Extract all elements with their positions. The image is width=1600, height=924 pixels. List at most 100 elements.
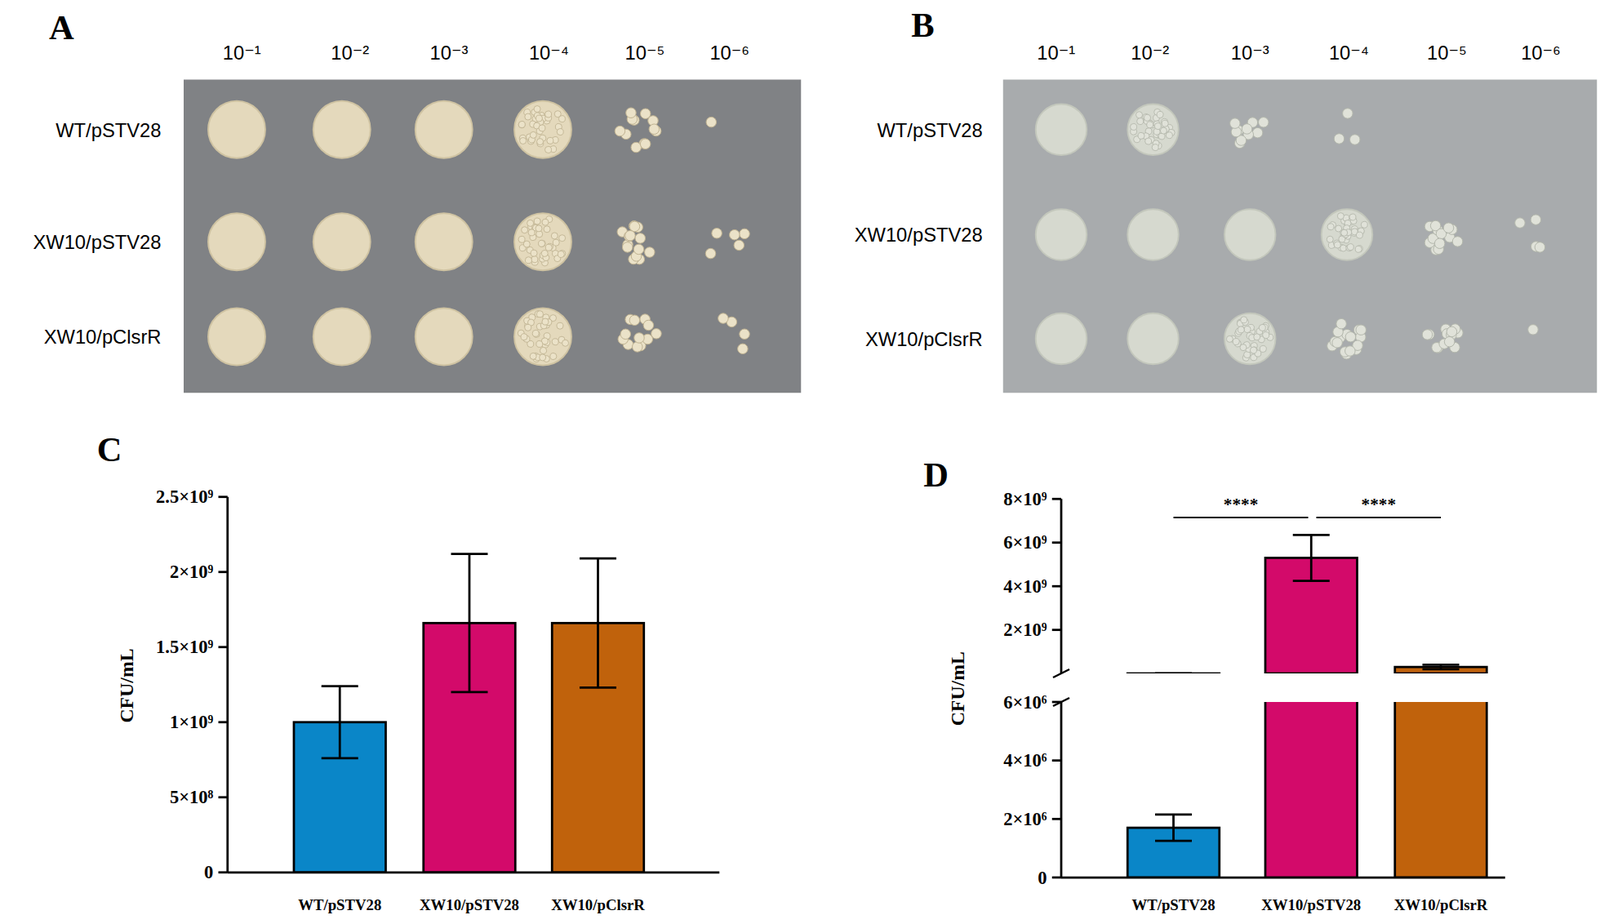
y-tick-label: 8×10⁹ xyxy=(1003,488,1048,510)
colony xyxy=(520,333,528,341)
y-tick-label: 4×10⁶ xyxy=(1003,750,1048,771)
colony xyxy=(1434,238,1445,249)
growth-spot xyxy=(1127,313,1179,365)
y-axis-label: CFU/mL xyxy=(115,648,138,723)
colony xyxy=(1230,118,1241,129)
growth-spot xyxy=(1224,313,1276,365)
colony xyxy=(1350,134,1361,146)
colony xyxy=(1130,123,1138,130)
colony xyxy=(524,257,532,264)
colony xyxy=(1237,326,1245,334)
error-cap xyxy=(1422,663,1460,667)
bar-chart: CCFU/mL05×10⁸1×10⁹1.5×10⁹2×10⁹2.5×10⁹WT/… xyxy=(97,430,720,914)
colony xyxy=(556,128,564,136)
error-cap xyxy=(1422,667,1460,671)
colony xyxy=(1253,333,1261,341)
colony xyxy=(559,235,566,242)
colony xyxy=(536,311,543,318)
colony xyxy=(1355,324,1367,336)
colony xyxy=(706,116,717,128)
error-cap xyxy=(1155,672,1192,674)
colony xyxy=(1258,324,1266,331)
y-tick xyxy=(218,720,228,724)
plate-panel: B10⁻¹10⁻²10⁻³10⁻⁴10⁻⁵10⁻⁶WT/pSTV28XW10/p… xyxy=(854,5,1598,393)
colony xyxy=(523,240,530,248)
colony xyxy=(648,124,660,135)
panel-letter: A xyxy=(48,8,75,47)
plot-area xyxy=(293,554,645,873)
colony xyxy=(529,352,537,360)
colony xyxy=(644,247,656,258)
colony xyxy=(532,329,539,337)
y-axis-line xyxy=(1060,702,1063,878)
colony xyxy=(552,239,560,246)
y-tick xyxy=(218,795,228,799)
colony xyxy=(529,131,537,138)
y-tick-label: 2×10⁹ xyxy=(1003,619,1048,640)
colony xyxy=(633,244,645,255)
colony xyxy=(1422,329,1433,341)
colony xyxy=(1346,244,1354,251)
colony xyxy=(545,111,552,118)
growth-spot xyxy=(514,308,572,366)
plate-background xyxy=(1003,80,1598,394)
x-tick-label: XW10/pSTV28 xyxy=(419,896,520,914)
error-cap xyxy=(321,757,359,760)
dilution-label: 10⁻³ xyxy=(1231,41,1270,64)
colony xyxy=(1333,133,1345,145)
error-bar xyxy=(451,554,489,693)
strain-label: WT/pSTV28 xyxy=(876,119,983,142)
dilution-label: 10⁻⁴ xyxy=(1328,41,1369,64)
colony xyxy=(1530,214,1542,226)
colony xyxy=(535,115,543,122)
colony xyxy=(538,240,546,247)
colony xyxy=(1534,242,1546,254)
growth-spot xyxy=(1321,208,1374,261)
colony xyxy=(626,107,637,119)
colony xyxy=(1337,213,1344,220)
y-tick-label: 6×10⁹ xyxy=(1003,532,1048,553)
colony xyxy=(1252,127,1263,138)
colony xyxy=(539,354,547,361)
axis-break-mark xyxy=(1053,669,1070,678)
bar xyxy=(1127,672,1220,674)
error-stem xyxy=(1310,534,1313,581)
error-stem xyxy=(338,686,342,759)
strain-label: XW10/pClsrR xyxy=(865,328,983,351)
colony xyxy=(543,226,551,233)
colony xyxy=(625,230,636,241)
colony xyxy=(1156,111,1164,118)
significance-label: **** xyxy=(1361,494,1397,515)
colony xyxy=(629,221,640,232)
colony xyxy=(1161,120,1169,127)
y-tick-label: 4×10⁹ xyxy=(1003,576,1048,597)
colony xyxy=(545,244,552,251)
colony xyxy=(1165,132,1173,139)
colony xyxy=(527,219,534,227)
colony xyxy=(542,318,549,325)
x-tick-label: XW10/pSTV28 xyxy=(1261,896,1361,914)
error-cap xyxy=(321,684,359,688)
y-tick xyxy=(1052,585,1062,588)
dilution-label: 10⁻⁶ xyxy=(709,41,750,64)
strain-label: XW10/pSTV28 xyxy=(854,223,983,246)
error-stem xyxy=(468,554,472,693)
colony xyxy=(629,221,640,232)
significance-line xyxy=(1316,516,1442,519)
y-tick-label: 5×10⁸ xyxy=(169,786,214,808)
colony xyxy=(1360,221,1368,228)
colony xyxy=(546,137,554,144)
colony xyxy=(550,353,557,360)
colony xyxy=(631,142,642,153)
colony xyxy=(711,228,723,240)
colony xyxy=(718,313,729,325)
error-cap xyxy=(1155,840,1192,843)
y-tick xyxy=(1052,497,1062,501)
error-cap xyxy=(451,691,489,694)
error-bar xyxy=(579,558,617,688)
growth-spot xyxy=(208,101,266,159)
colony xyxy=(1136,111,1143,119)
x-tick-label: WT/pSTV28 xyxy=(297,896,382,914)
error-bar xyxy=(1422,664,1460,669)
dilution-label: 10⁻² xyxy=(330,41,369,64)
